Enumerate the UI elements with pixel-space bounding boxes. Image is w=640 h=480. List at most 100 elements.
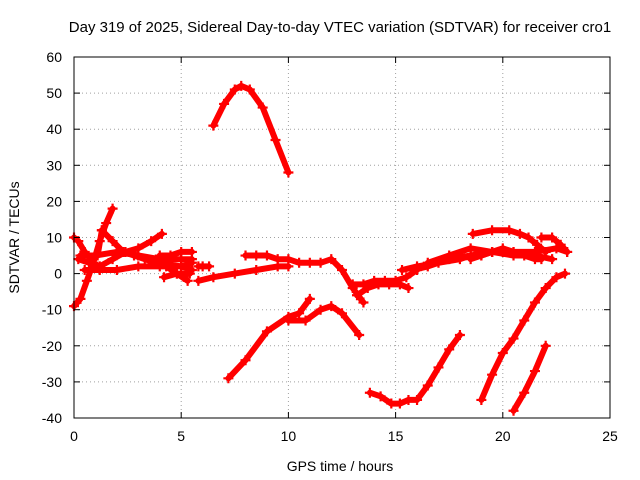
data-point xyxy=(204,261,215,272)
data-point xyxy=(283,254,294,265)
data-point xyxy=(229,84,240,95)
data-point xyxy=(347,279,358,290)
data-point xyxy=(529,297,540,308)
data-point xyxy=(283,315,294,326)
data-point xyxy=(504,225,515,236)
data-point xyxy=(294,308,305,319)
data-point xyxy=(401,272,412,283)
series-arc-13 xyxy=(240,250,369,308)
data-point xyxy=(444,250,455,261)
data-point xyxy=(133,261,144,272)
data-point xyxy=(407,264,418,275)
data-point xyxy=(433,362,444,373)
y-axis-title: SDTVAR / TECUs xyxy=(6,181,22,293)
data-point xyxy=(300,315,311,326)
x-tick-label: 0 xyxy=(70,428,78,444)
data-point xyxy=(294,257,305,268)
series-arc-8 xyxy=(159,268,195,283)
x-tick-label: 15 xyxy=(388,428,404,444)
data-point xyxy=(111,264,122,275)
data-point xyxy=(559,268,570,279)
y-tick-label: 10 xyxy=(46,230,62,246)
data-point xyxy=(111,246,122,257)
data-point xyxy=(261,326,272,337)
data-point xyxy=(540,246,551,257)
data-point xyxy=(186,246,197,257)
data-point xyxy=(75,250,86,261)
data-point xyxy=(386,398,397,409)
data-point xyxy=(454,329,465,340)
data-point xyxy=(403,283,414,294)
data-point xyxy=(444,344,455,355)
x-tick-label: 5 xyxy=(177,428,185,444)
y-tick-label: 30 xyxy=(46,157,62,173)
data-point xyxy=(208,120,219,131)
data-point xyxy=(315,304,326,315)
data-point xyxy=(107,254,118,265)
data-point xyxy=(532,239,543,250)
data-point xyxy=(84,257,95,268)
data-point xyxy=(94,264,105,275)
series-arc-15 xyxy=(283,301,365,340)
data-point xyxy=(315,257,326,268)
series-line xyxy=(225,295,313,382)
data-point xyxy=(547,254,558,265)
series-line xyxy=(538,234,571,255)
data-point xyxy=(476,250,487,261)
data-point xyxy=(236,80,247,91)
data-point xyxy=(551,272,562,283)
data-point xyxy=(159,272,170,283)
series-arc-25 xyxy=(476,268,570,405)
x-axis-title: GPS time / hours xyxy=(287,458,394,474)
data-point xyxy=(176,246,187,257)
data-point xyxy=(156,228,167,239)
data-point xyxy=(536,232,547,243)
axis-ticks: 0 5 10 15 20 25 -40 -30 -20 -10 0 10 20 30 40 50 60 xyxy=(42,49,618,444)
series-arc-26 xyxy=(508,340,551,416)
data-point xyxy=(476,394,487,405)
y-tick-label: 20 xyxy=(46,193,62,209)
data-point xyxy=(384,279,395,290)
data-point xyxy=(90,250,101,261)
data-point xyxy=(251,250,262,261)
data-point xyxy=(270,135,281,146)
series-line xyxy=(510,342,549,414)
series-arc-24 xyxy=(364,329,465,409)
series-line xyxy=(478,270,568,403)
data-point xyxy=(176,261,187,272)
chart-title: Day 319 of 2025, Sidereal Day-to-day VTE… xyxy=(69,19,611,36)
data-point xyxy=(283,167,294,178)
y-tick-label: 60 xyxy=(46,49,62,65)
data-point xyxy=(240,250,251,261)
data-point xyxy=(182,275,193,286)
data-point xyxy=(422,380,433,391)
data-point xyxy=(133,250,144,261)
data-point xyxy=(358,297,369,308)
data-point xyxy=(487,225,498,236)
data-point xyxy=(547,232,558,243)
y-tick-label: -20 xyxy=(42,338,62,354)
data-point xyxy=(373,279,384,290)
data-point xyxy=(465,254,476,265)
data-point xyxy=(326,254,337,265)
data-point xyxy=(154,250,165,261)
data-point xyxy=(79,264,90,275)
data-point xyxy=(562,246,573,257)
data-point xyxy=(272,254,283,265)
data-point xyxy=(540,340,551,351)
data-point xyxy=(219,98,230,109)
data-point xyxy=(184,268,195,279)
series-line xyxy=(242,252,367,306)
data-point xyxy=(519,250,530,261)
data-point xyxy=(337,308,347,319)
data-point xyxy=(107,236,118,247)
data-point xyxy=(304,293,315,304)
y-tick-label: -30 xyxy=(42,374,62,390)
data-point xyxy=(229,268,240,279)
data-point xyxy=(412,394,423,405)
data-point xyxy=(497,243,508,254)
y-tick-label: 0 xyxy=(54,266,62,282)
data-point xyxy=(497,348,508,359)
data-point xyxy=(96,225,107,236)
data-point xyxy=(362,283,373,294)
